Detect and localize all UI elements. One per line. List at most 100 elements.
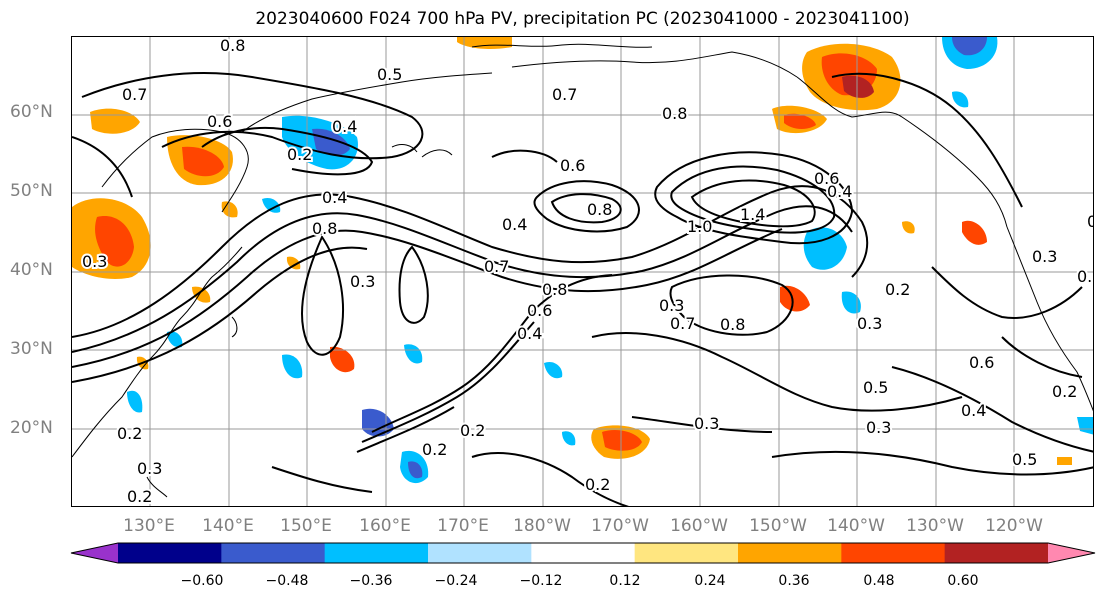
contour-label: 0.3 (1032, 247, 1057, 266)
contour-label-halo: 0.2 (885, 280, 910, 299)
contour-label: 0.8 (662, 104, 687, 123)
colorbar-tick-label: 0.48 (863, 573, 895, 589)
precip-blob (952, 37, 987, 56)
lat-label: 50°N (10, 181, 53, 201)
colorbar-tick-label: −0.36 (349, 573, 393, 589)
precip-blob (182, 146, 224, 177)
precip-blob (784, 113, 816, 129)
lon-label: 130°W (906, 516, 964, 536)
contour-label-halo: 0.2 (422, 440, 447, 459)
contour-label-halo: 0.7 (552, 85, 577, 104)
precip-blob (902, 221, 915, 234)
lon-label: 150°W (749, 516, 807, 536)
contour-label-halo: 0.2 (127, 487, 152, 506)
colorbar-tick-label: 0.12 (609, 573, 641, 589)
precip-shading (72, 37, 1093, 484)
contour-label-halo: 0.5 (377, 65, 402, 84)
map-panel: 0.8 0.8 0.5 0.5 0.7 0.7 0.8 0.8 0.7 0.7 0.6 0.6 0.4 0… (71, 36, 1094, 507)
contour-label: 0.7 (122, 85, 147, 104)
contour-label-halo: 0.4 (827, 182, 852, 201)
colorbar-tick-label: 0.36 (778, 573, 810, 589)
contour-label-halo: 0.7 (484, 257, 509, 276)
contour-label: 0.4 (827, 182, 852, 201)
precip-blob (408, 461, 423, 479)
map-canvas: 0.80.80.50.50.70.70.80.80.70.70.60.6 0.40… (72, 37, 1094, 506)
contour-label-halo: 0.3 (1032, 247, 1057, 266)
colorbar-segment (118, 543, 222, 563)
contour-label: 0.7 (552, 85, 577, 104)
contour-label-halo: 0.5 (1012, 450, 1037, 469)
precip-blob (286, 256, 301, 270)
colorbar-tick-label: −0.48 (265, 573, 309, 589)
contour-label-halo: 0.3 (82, 252, 107, 271)
colorbar-tick-label: 0.60 (947, 573, 979, 589)
contour-label: 0.4 (961, 401, 986, 420)
colorbar-tick-label: −0.24 (434, 573, 478, 589)
lat-label: 20°N (10, 418, 53, 438)
contour-label: 1.0 (687, 217, 712, 236)
colorbar (70, 542, 1096, 564)
colorbar-segment (841, 543, 946, 563)
contour-label: 0.4 (332, 117, 357, 136)
contour-label-halo: 0.7 (670, 314, 695, 333)
contour-label: 0.2 (287, 145, 312, 164)
precip-blob (362, 408, 394, 437)
contour-label: 0.4 (1077, 267, 1094, 286)
contour-label-halo: 0.3 (1087, 212, 1094, 231)
contour-label-halo: 0.6 (560, 156, 585, 175)
contour-label-halo: 0.2 (287, 145, 312, 164)
contour-label: 0.3 (1087, 212, 1094, 231)
contour-label: 0.5 (863, 378, 888, 397)
contour-label-halo: 0.6 (527, 301, 552, 320)
precip-blob (282, 354, 303, 379)
lon-label: 180°W (513, 516, 571, 536)
contour-label-halo: 0.6 (207, 112, 232, 131)
contour-label-halo: 0.6 (814, 169, 839, 188)
contour-label: 0.8 (312, 219, 337, 238)
colorbar-tick-label: 0.24 (694, 573, 726, 589)
contour-label-halo: 0.7 (122, 85, 147, 104)
coastlines (72, 43, 1093, 498)
lon-label: 150°E (280, 516, 332, 536)
contour-label: 0.6 (207, 112, 232, 131)
contour-label-halo: 0.3 (137, 459, 162, 478)
precip-blob (221, 201, 238, 218)
precip-blob (90, 108, 140, 134)
contour-label: 0.2 (460, 421, 485, 440)
chart-title: 2023040600 F024 700 hPa PV, precipitatio… (255, 9, 910, 29)
precip-blob (404, 344, 423, 364)
precip-blob (780, 285, 810, 312)
lon-label: 160°W (670, 516, 728, 536)
colorbar-segment (634, 543, 739, 563)
precip-blob (1077, 417, 1093, 435)
contour-label-halo: 0.3 (659, 296, 684, 315)
contour-label: 0.4 (517, 324, 542, 343)
contour-label-halo: 0.8 (312, 219, 337, 238)
contour-label-halo: 0.6 (969, 353, 994, 372)
contour-label-halo: 0.2 (1052, 382, 1077, 401)
contour-label-halo: 0.3 (857, 314, 882, 333)
graticule (72, 37, 1093, 506)
contour-label-halo: 0.3 (866, 418, 891, 437)
precip-blob (962, 220, 987, 245)
colorbar-tick-label: −0.60 (180, 573, 224, 589)
contour-label-halo: 0.3 (350, 272, 375, 291)
contour-label-halo: 0.8 (587, 200, 612, 219)
contour-label-halo: 0.8 (542, 280, 567, 299)
colorbar-segment (944, 543, 1049, 563)
contour-label: 0.5 (377, 65, 402, 84)
precip-blob (167, 331, 183, 348)
contour-label: 0.2 (585, 475, 610, 494)
colorbar-segment (738, 543, 842, 563)
colorbar-extend-high (1048, 543, 1095, 563)
contour-label: 0.3 (694, 414, 719, 433)
lon-label: 140°E (202, 516, 254, 536)
colorbar-outline (70, 542, 1096, 564)
contour-label-halo: 0.2 (585, 475, 610, 494)
lat-label: 60°N (10, 102, 53, 122)
contour-label: 0.3 (866, 418, 891, 437)
contour-label-halo: 0.8 (720, 315, 745, 334)
contour-label-halo: 0.4 (517, 324, 542, 343)
contour-label: 0.4 (502, 215, 527, 234)
precip-blob (842, 75, 874, 98)
